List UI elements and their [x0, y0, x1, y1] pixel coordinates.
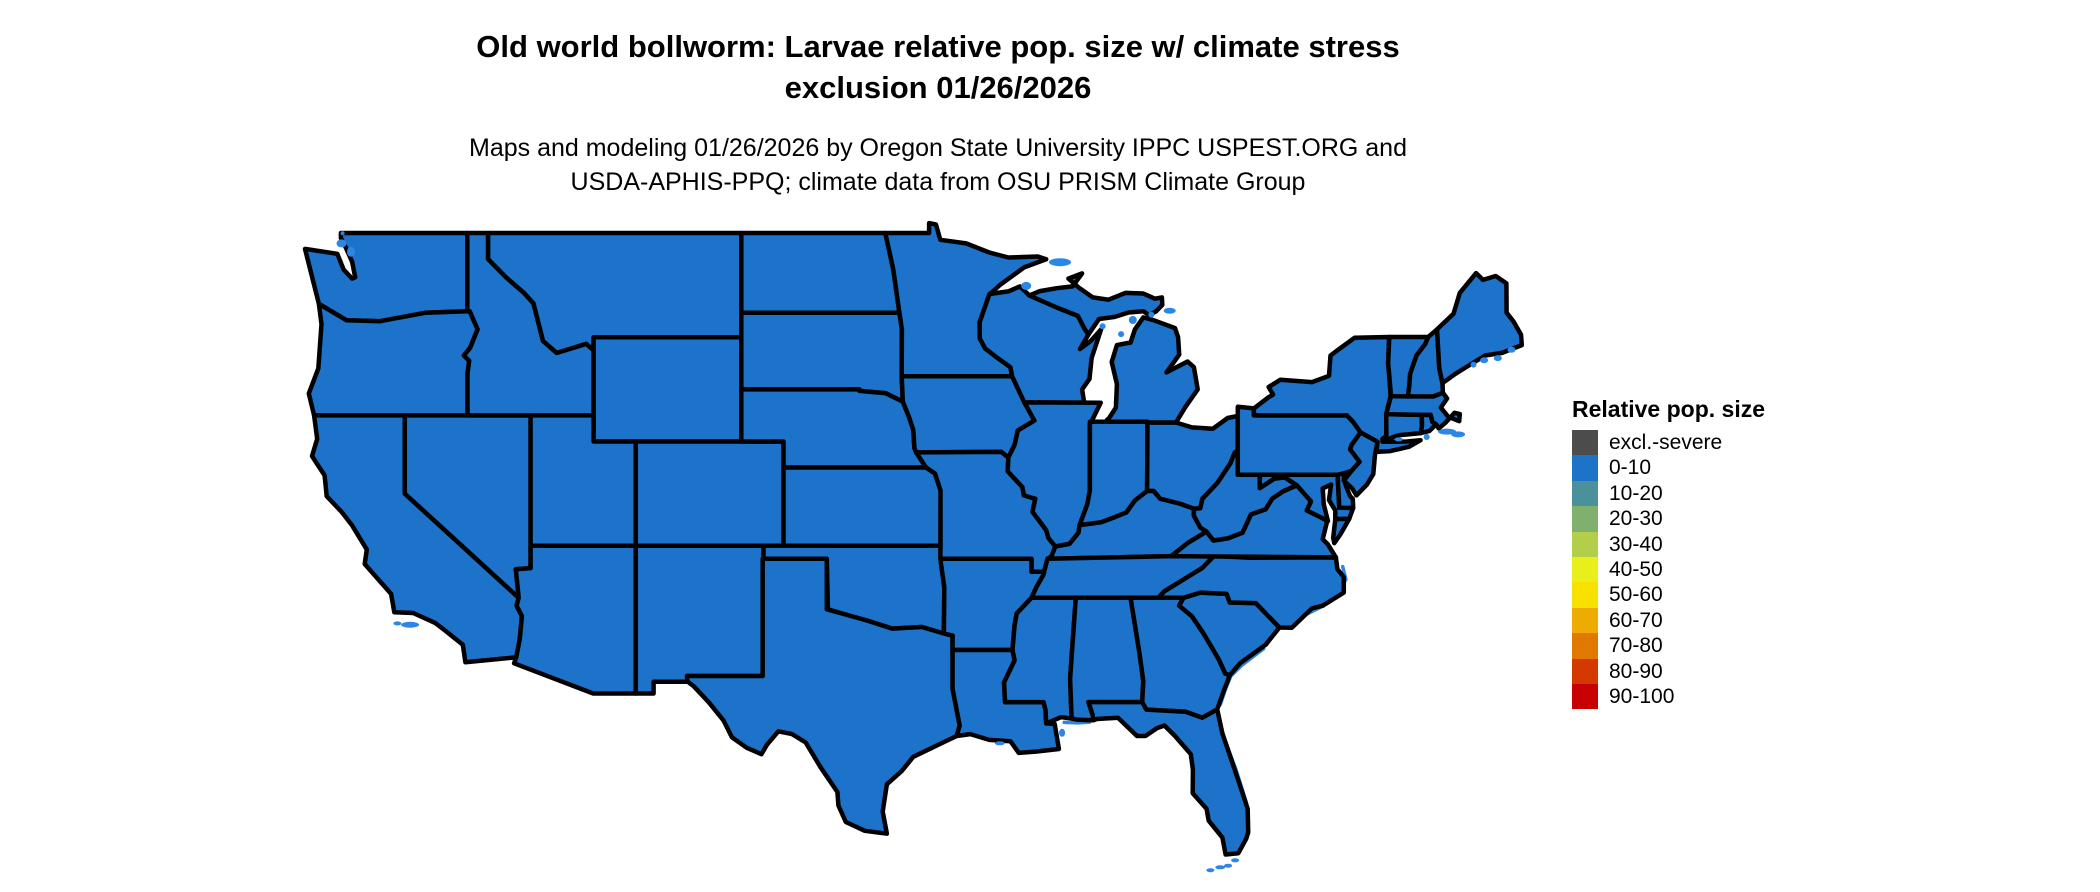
legend-swatch [1572, 633, 1598, 659]
island-speck [994, 741, 1005, 746]
island-speck [1163, 307, 1176, 314]
legend-swatch [1572, 531, 1598, 557]
legend: Relative pop. size excl.-severe 0-10 10-20… [1572, 396, 1766, 710]
island-speck [340, 231, 345, 236]
island-speck [336, 239, 347, 248]
page-title-line1: Old world bollworm: Larvae relative pop.… [476, 29, 1400, 64]
legend-label: 70-80 [1609, 634, 1663, 658]
state-VA2 [1330, 516, 1352, 546]
legend-label: 60-70 [1609, 608, 1663, 632]
island-speck [1224, 863, 1233, 868]
island-speck [1059, 728, 1066, 737]
legend-swatch [1572, 430, 1598, 456]
state-MIU [1027, 271, 1165, 337]
subtitle-line1: Maps and modeling 01/26/2026 by Oregon S… [469, 134, 1407, 162]
island-speck [1493, 355, 1502, 362]
island-speck [1099, 323, 1106, 330]
island-speck [1423, 434, 1430, 440]
page-title-line2: exclusion 01/26/2026 [784, 70, 1092, 105]
legend-item-20-30: 20-30 [1572, 506, 1765, 532]
island-speck [1206, 868, 1215, 873]
state-WY [591, 334, 744, 444]
legend-title: Relative pop. size [1572, 396, 1766, 422]
island-speck [393, 621, 402, 626]
island-speck [1215, 865, 1226, 870]
state-NM [633, 543, 766, 696]
island-speck [1470, 361, 1477, 368]
island-speck [1507, 346, 1516, 353]
legend-label: 90-100 [1609, 684, 1675, 708]
legend-label: 80-90 [1609, 659, 1663, 683]
legend-label: 0-10 [1609, 456, 1652, 480]
island-speck [1118, 331, 1125, 338]
legend-label: 30-40 [1609, 532, 1663, 556]
legend-item-40-50: 40-50 [1572, 556, 1765, 583]
legend-item-50-60: 50-60 [1572, 582, 1765, 608]
legend-swatch [1572, 607, 1598, 634]
legend-swatch [1572, 582, 1598, 608]
legend-item-90-100: 90-100 [1572, 683, 1765, 710]
state-NC [1156, 553, 1347, 631]
island-speck [1480, 357, 1489, 364]
legend-item-80-90: 80-90 [1572, 658, 1765, 684]
legend-swatch [1572, 506, 1598, 532]
state-MD [1257, 472, 1356, 524]
state-ME [1434, 270, 1525, 386]
legend-items: excl.-severe 0-10 10-20 20-30 30-40 40-50 50-6… [1572, 430, 1765, 710]
subtitle-line2: USDA-APHIS-PPQ; climate data from OSU PR… [570, 168, 1306, 196]
island-speck [1451, 431, 1466, 438]
legend-swatch [1572, 658, 1598, 684]
island-speck [1394, 437, 1403, 442]
island-speck [1148, 311, 1155, 318]
state-FL [1086, 699, 1251, 857]
legend-label: 50-60 [1609, 583, 1663, 607]
state-TX [684, 556, 962, 836]
island-speck [1128, 316, 1137, 324]
state-ND [739, 230, 902, 315]
legend-item-0-10: 0-10 [1572, 455, 1765, 481]
subtitle: Maps and modeling 01/26/2026 by Oregon S… [0, 131, 1876, 199]
state-CT [1380, 411, 1425, 444]
legend-label: 40-50 [1609, 557, 1663, 581]
legend-label: 10-20 [1609, 481, 1663, 505]
island-speck [401, 621, 420, 628]
legend-item-60-70: 60-70 [1572, 607, 1765, 634]
state-OR [306, 301, 480, 418]
state-KS [781, 465, 943, 548]
legend-swatch [1572, 480, 1598, 507]
coastal-water-fringe [1062, 720, 1092, 725]
island-speck [1049, 258, 1071, 267]
legend-label: 20-30 [1609, 507, 1663, 531]
state-CO [633, 439, 786, 548]
state-MIL [1103, 315, 1200, 425]
legend-label: excl.-severe [1609, 431, 1723, 454]
island-speck [1231, 858, 1240, 863]
legend-swatch [1572, 556, 1598, 583]
legend-item-70-80: 70-80 [1572, 633, 1765, 659]
island-speck [1438, 428, 1457, 435]
legend-swatch [1572, 455, 1598, 481]
header: Old world bollworm: Larvae relative pop.… [0, 26, 1876, 199]
legend-swatch [1572, 683, 1598, 710]
island-speck [1021, 281, 1032, 290]
legend-item-30-40: 30-40 [1572, 531, 1765, 557]
island-speck [347, 246, 355, 257]
state-NJ [1341, 430, 1380, 498]
state-AZ [511, 543, 639, 696]
legend-item-10-20: 10-20 [1572, 480, 1765, 507]
legend-item-excl.-severe: excl.-severe [1572, 430, 1765, 456]
